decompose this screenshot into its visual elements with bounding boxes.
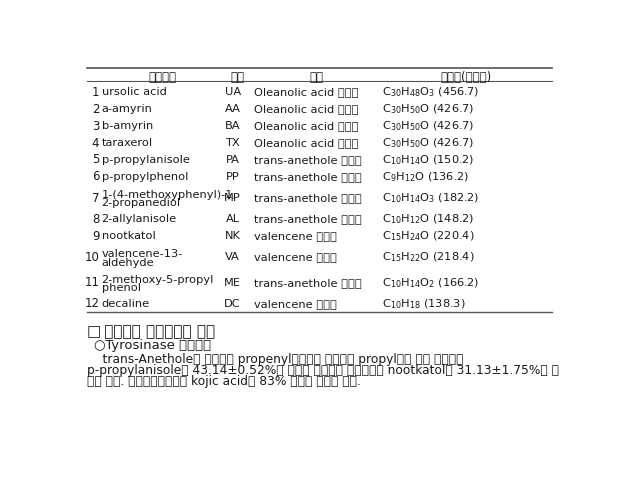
Text: BA: BA: [225, 121, 240, 131]
Text: TX: TX: [225, 138, 240, 148]
Text: p-propylanisole: p-propylanisole: [102, 155, 189, 165]
Text: 코드: 코드: [230, 71, 245, 84]
Text: trans-anethole 유도체: trans-anethole 유도체: [255, 278, 362, 288]
Text: p-propylanisole이 43.14±0.52%의 활성을 보였으며 다음으로는 nootkatol이 31.13±1.75%의 활: p-propylanisole이 43.14±0.52%의 활성을 보였으며 다…: [87, 364, 559, 377]
Text: b-amyrin: b-amyrin: [102, 121, 153, 131]
Text: trans-anethole 유도체: trans-anethole 유도체: [255, 214, 362, 224]
Text: taraxerol: taraxerol: [102, 138, 153, 148]
Text: C$_{10}$H$_{12}$O (148.2): C$_{10}$H$_{12}$O (148.2): [382, 213, 474, 226]
Text: 종류: 종류: [309, 71, 323, 84]
Text: 5: 5: [92, 154, 99, 167]
Text: 1-(4-methoxyphenyl)-1,: 1-(4-methoxyphenyl)-1,: [102, 190, 237, 200]
Text: 7: 7: [92, 192, 99, 205]
Text: C$_{10}$H$_{14}$O (150.2): C$_{10}$H$_{14}$O (150.2): [382, 153, 474, 167]
Text: trans-anethole 유도체: trans-anethole 유도체: [255, 193, 362, 203]
Text: AL: AL: [225, 214, 240, 224]
Text: PA: PA: [225, 155, 240, 165]
Text: MP: MP: [224, 193, 241, 203]
Text: 11: 11: [84, 276, 99, 289]
Text: 화합물명: 화합물명: [148, 71, 176, 84]
Text: valencene 유도체: valencene 유도체: [255, 252, 337, 262]
Text: valencene-13-: valencene-13-: [102, 250, 183, 259]
Text: DC: DC: [224, 299, 241, 309]
Text: phenol: phenol: [102, 283, 140, 293]
Text: PP: PP: [226, 172, 240, 182]
Text: 12: 12: [84, 297, 99, 310]
Text: Tyrosinase 억제활성: Tyrosinase 억제활성: [101, 339, 211, 352]
Text: 분자식(분자량): 분자식(분자량): [440, 71, 492, 84]
Text: C$_{15}$H$_{24}$O (220.4): C$_{15}$H$_{24}$O (220.4): [382, 230, 475, 243]
Text: trans-anethole 유도체: trans-anethole 유도체: [255, 155, 362, 165]
Text: 유도체의 효소활성도 조사: 유도체의 효소활성도 조사: [99, 324, 215, 339]
Text: 2-propanediol: 2-propanediol: [102, 199, 181, 209]
Text: trans-Anethole의 구조에서 propenyl치환기가 환원되어 propyl기로 바뀐 유도체인: trans-Anethole의 구조에서 propenyl치환기가 환원되어 p…: [87, 353, 463, 366]
Text: ○: ○: [93, 339, 104, 352]
Text: valencene 유도체: valencene 유도체: [255, 299, 337, 309]
Text: 1: 1: [92, 86, 99, 99]
Text: 성을 보임. 양성대조화합물인 kojic acid는 83% 정도의 활성을 보임.: 성을 보임. 양성대조화합물인 kojic acid는 83% 정도의 활성을 …: [87, 375, 361, 388]
Text: C$_{15}$H$_{22}$O (218.4): C$_{15}$H$_{22}$O (218.4): [382, 250, 475, 264]
Text: aldehyde: aldehyde: [102, 258, 154, 268]
Text: 4: 4: [92, 137, 99, 150]
Text: 2: 2: [92, 103, 99, 116]
Text: C$_{30}$H$_{50}$O (426.7): C$_{30}$H$_{50}$O (426.7): [382, 102, 474, 116]
Text: C$_{30}$H$_{48}$O$_3$ (456.7): C$_{30}$H$_{48}$O$_3$ (456.7): [382, 85, 479, 99]
Text: AA: AA: [225, 104, 240, 114]
Text: Oleanolic acid 유도체: Oleanolic acid 유도체: [255, 87, 359, 97]
Text: ursolic acid: ursolic acid: [102, 87, 166, 97]
Text: 6: 6: [92, 171, 99, 184]
Text: 2-methoxy-5-propyl: 2-methoxy-5-propyl: [102, 275, 214, 285]
Text: valencene 유도체: valencene 유도체: [255, 231, 337, 241]
Text: C$_9$H$_{12}$O (136.2): C$_9$H$_{12}$O (136.2): [382, 170, 469, 184]
Text: trans-anethole 유도체: trans-anethole 유도체: [255, 172, 362, 182]
Text: 3: 3: [92, 120, 99, 133]
Text: 2-allylanisole: 2-allylanisole: [102, 214, 177, 224]
Text: p-propylphenol: p-propylphenol: [102, 172, 188, 182]
Text: C$_{30}$H$_{50}$O (426.7): C$_{30}$H$_{50}$O (426.7): [382, 119, 474, 133]
Text: ME: ME: [224, 278, 241, 288]
Text: C$_{10}$H$_{14}$O$_2$ (166.2): C$_{10}$H$_{14}$O$_2$ (166.2): [382, 276, 479, 289]
Text: C$_{10}$H$_{14}$O$_3$ (182.2): C$_{10}$H$_{14}$O$_3$ (182.2): [382, 191, 479, 205]
Text: Oleanolic acid 유도체: Oleanolic acid 유도체: [255, 138, 359, 148]
Text: C$_{10}$H$_{18}$ (138.3): C$_{10}$H$_{18}$ (138.3): [382, 297, 466, 311]
Text: □: □: [87, 324, 101, 339]
Text: 10: 10: [84, 251, 99, 264]
Text: VA: VA: [225, 252, 240, 262]
Text: nootkatol: nootkatol: [102, 231, 155, 241]
Text: 8: 8: [92, 213, 99, 226]
Text: 9: 9: [92, 230, 99, 243]
Text: NK: NK: [225, 231, 240, 241]
Text: UA: UA: [225, 87, 241, 97]
Text: decaline: decaline: [102, 299, 150, 309]
Text: a-amyrin: a-amyrin: [102, 104, 153, 114]
Text: C$_{30}$H$_{50}$O (426.7): C$_{30}$H$_{50}$O (426.7): [382, 136, 474, 150]
Text: Oleanolic acid 유도체: Oleanolic acid 유도체: [255, 104, 359, 114]
Text: Oleanolic acid 유도체: Oleanolic acid 유도체: [255, 121, 359, 131]
